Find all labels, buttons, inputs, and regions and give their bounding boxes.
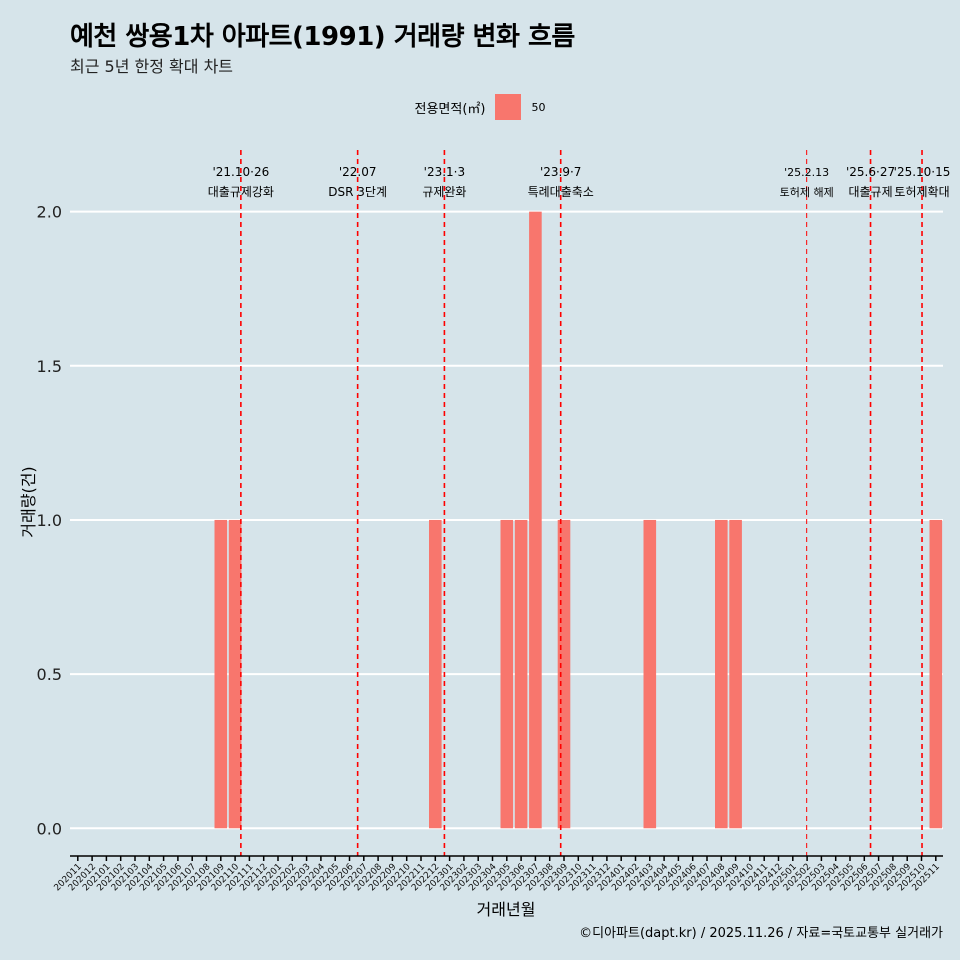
source-caption: ©디아파트(dapt.kr) / 2025.11.26 / 자료=국토교통부 실… [579, 926, 943, 941]
event-name-label: DSR 3단계 [328, 185, 387, 199]
y-tick-label: 1.5 [37, 357, 62, 376]
bar [500, 519, 514, 829]
bar [214, 519, 228, 829]
bar [715, 519, 728, 829]
bar [429, 519, 442, 829]
chart-title: 예천 쌍용1차 아파트(1991) 거래량 변화 흐름 [70, 22, 575, 52]
bar [557, 519, 571, 829]
x-axis-title: 거래년월 [477, 900, 536, 919]
event-date-label: '23.9·7 [540, 165, 581, 179]
event-name-label: 대출규제 [848, 185, 892, 199]
event-name-label: 토허제확대 [894, 185, 949, 199]
event-name-label: 규제완화 [422, 185, 466, 199]
event-date-label: '23.1·3 [424, 165, 465, 179]
event-markers: '21.10·26 대출규제강화 '22.07 DSR 3단계 '23.1·3 규제완화 '… [208, 150, 951, 856]
y-tick-label: 2.0 [37, 203, 62, 222]
chart-subtitle: 최근 5년 한정 확대 차트 [70, 57, 234, 76]
y-tick-label: 0.0 [37, 819, 62, 838]
bar [514, 519, 528, 829]
bar [929, 519, 943, 829]
bar [529, 211, 542, 829]
event-date-label: '25.6·27 [846, 165, 895, 179]
event-name-label: 토허제 해제 [780, 185, 834, 199]
legend-key-swatch [495, 94, 522, 120]
event-date-label: '21.10·26 [212, 165, 269, 179]
axes: 0.00.51.01.52.02020112020122021012021022… [19, 203, 943, 919]
event-date-label: '25.2.13 [784, 166, 829, 179]
bars [214, 211, 943, 829]
legend: 전용면적(㎡) 50 [0, 94, 960, 120]
legend-key-label: 50 [531, 100, 546, 114]
bar [228, 519, 242, 829]
event-date-label: '22.07 [339, 165, 377, 179]
y-axis-title: 거래량(건) [19, 466, 38, 537]
y-tick-label: 0.5 [37, 665, 62, 684]
bar [729, 519, 742, 829]
event-name-label: 특례대출축소 [528, 185, 594, 199]
bar [643, 519, 657, 829]
event-date-label: '25.10·15 [894, 165, 951, 179]
legend-title: 전용면적(㎡) [414, 101, 486, 117]
y-tick-label: 1.0 [37, 511, 62, 530]
event-name-label: 대출규제강화 [208, 185, 274, 199]
